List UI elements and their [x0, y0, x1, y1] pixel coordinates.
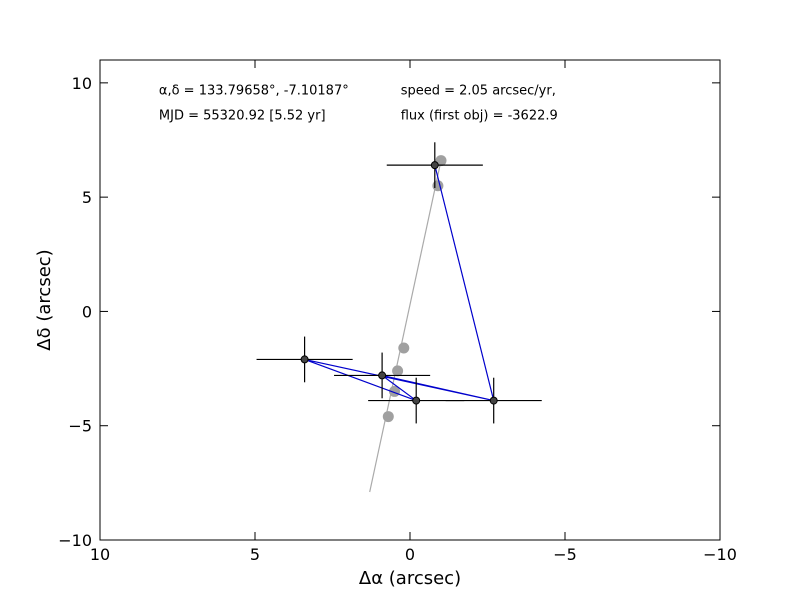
x-tick-label: 0 [405, 545, 415, 564]
predicted-point [392, 365, 404, 377]
observation-point [378, 371, 387, 380]
y-tick-label: −5 [68, 417, 92, 436]
annotation-text: flux (first obj) = -3622.9 [401, 108, 558, 123]
x-tick-label: 10 [90, 545, 110, 564]
proper-motion-fit-line [369, 160, 442, 493]
y-tick-label: 10 [72, 74, 92, 93]
observation-point [412, 396, 421, 405]
observation-point [430, 161, 439, 170]
y-tick-label: −10 [58, 531, 92, 550]
annotation-text: α,δ = 133.79658°, -7.10187° [159, 83, 349, 98]
annotation-text: speed = 2.05 arcsec/yr, [401, 83, 556, 98]
annotation-text: MJD = 55320.92 [5.52 yr] [159, 108, 326, 123]
observation-point [489, 396, 498, 405]
plot-content [256, 142, 542, 493]
predicted-point [432, 180, 444, 192]
x-tick-label: 5 [250, 545, 260, 564]
x-tick-label: −5 [553, 545, 577, 564]
plot-frame [99, 59, 721, 541]
observed-path-line [304, 164, 495, 402]
y-tick-label: 5 [82, 188, 92, 207]
observation-point [300, 355, 309, 364]
chart-annotations: α,δ = 133.79658°, -7.10187° MJD = 55320.9… [159, 83, 558, 123]
y-axis-label: Δδ (arcsec) [34, 249, 55, 350]
x-tick-label: −10 [703, 545, 737, 564]
y-tick-label: 0 [82, 302, 92, 321]
x-axis-label: Δα (arcsec) [359, 568, 461, 589]
predicted-point [382, 411, 394, 423]
predicted-point [398, 342, 410, 354]
